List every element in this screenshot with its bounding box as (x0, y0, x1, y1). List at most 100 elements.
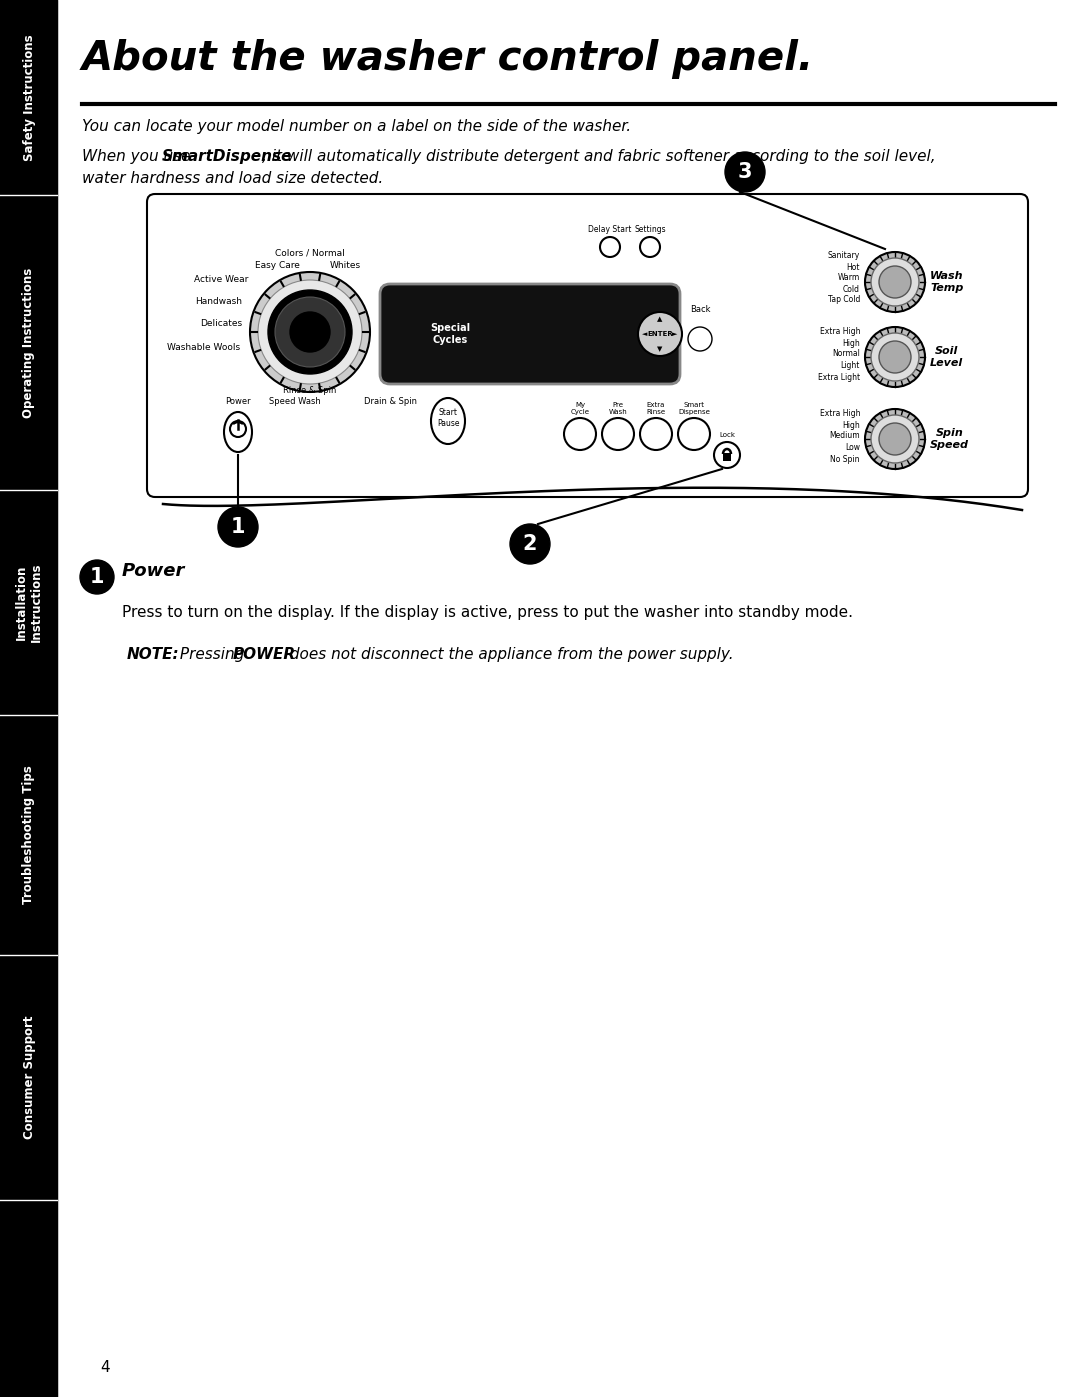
Text: SmartDispense: SmartDispense (162, 149, 293, 163)
Text: Light: Light (840, 360, 860, 369)
Text: Press to turn on the display. If the display is active, press to put the washer : Press to turn on the display. If the dis… (122, 605, 853, 620)
Text: Cold: Cold (843, 285, 860, 293)
Circle shape (870, 332, 919, 381)
Text: High: High (842, 338, 860, 348)
Text: Rinse & Spin: Rinse & Spin (283, 386, 337, 395)
Circle shape (865, 409, 924, 469)
Text: Power: Power (122, 562, 186, 580)
Text: Drain & Spin: Drain & Spin (364, 397, 417, 407)
Text: POWER: POWER (233, 647, 296, 662)
Circle shape (230, 420, 246, 437)
Ellipse shape (224, 412, 252, 453)
Circle shape (879, 423, 912, 455)
Text: Easy Care: Easy Care (255, 261, 300, 271)
Text: Start
Pause: Start Pause (436, 408, 459, 427)
Text: 4: 4 (100, 1361, 110, 1375)
Text: 1: 1 (90, 567, 105, 587)
Text: Pressing: Pressing (175, 647, 249, 662)
Circle shape (80, 560, 114, 594)
Text: Installation
Instructions: Installation Instructions (15, 563, 43, 643)
Text: Operating Instructions: Operating Instructions (23, 267, 36, 418)
Circle shape (879, 265, 912, 298)
Circle shape (865, 251, 924, 312)
Text: Troubleshooting Tips: Troubleshooting Tips (23, 766, 36, 904)
Circle shape (640, 237, 660, 257)
Circle shape (600, 237, 620, 257)
Circle shape (249, 272, 370, 393)
Text: My
Cycle: My Cycle (570, 402, 590, 415)
Text: About the washer control panel.: About the washer control panel. (82, 39, 814, 80)
Text: ENTER: ENTER (647, 331, 673, 337)
Text: ►: ► (673, 331, 677, 337)
Text: Delicates: Delicates (200, 320, 242, 328)
Text: Spin
Speed: Spin Speed (930, 429, 969, 450)
Text: Normal: Normal (832, 349, 860, 359)
Text: Lock: Lock (719, 432, 735, 439)
Circle shape (602, 418, 634, 450)
Text: Wash
Temp: Wash Temp (930, 271, 963, 293)
Text: Smart
Dispense: Smart Dispense (678, 402, 710, 415)
Circle shape (275, 298, 345, 367)
Text: Consumer Support: Consumer Support (23, 1016, 36, 1139)
Text: Hot: Hot (847, 263, 860, 271)
Text: Extra Light: Extra Light (818, 373, 860, 381)
Text: NOTE:: NOTE: (127, 647, 179, 662)
Circle shape (268, 291, 352, 374)
Text: Washable Wools: Washable Wools (167, 342, 240, 352)
Text: ▼: ▼ (658, 346, 663, 352)
Text: High: High (842, 420, 860, 429)
Text: 2: 2 (523, 534, 537, 555)
Text: Whites: Whites (330, 261, 361, 271)
Text: Speed Wash: Speed Wash (269, 397, 321, 407)
Text: , it will automatically distribute detergent and fabric softener according to th: , it will automatically distribute deter… (262, 149, 935, 163)
Text: Extra High: Extra High (820, 327, 860, 335)
Circle shape (564, 418, 596, 450)
Text: Settings: Settings (634, 225, 665, 235)
Text: You can locate your model number on a label on the side of the washer.: You can locate your model number on a la… (82, 119, 631, 134)
Text: Power: Power (226, 397, 251, 407)
Circle shape (510, 524, 550, 564)
Text: Warm: Warm (838, 274, 860, 282)
Text: Special
Cycles: Special Cycles (430, 323, 470, 345)
Text: Soil
Level: Soil Level (930, 346, 963, 367)
Text: ◄: ◄ (643, 331, 648, 337)
Text: Extra High: Extra High (820, 408, 860, 418)
Text: Low: Low (845, 443, 860, 451)
Circle shape (870, 258, 919, 306)
Bar (0, 0, 58, 1397)
Text: Safety Instructions: Safety Instructions (23, 34, 36, 161)
Text: Colors / Normal: Colors / Normal (275, 249, 345, 257)
Text: Back: Back (690, 305, 711, 314)
Circle shape (714, 441, 740, 468)
Text: Pre
Wash: Pre Wash (609, 402, 627, 415)
Circle shape (291, 312, 330, 352)
Text: water hardness and load size detected.: water hardness and load size detected. (82, 170, 383, 186)
Circle shape (258, 279, 362, 384)
Circle shape (638, 312, 681, 356)
Text: Sanitary: Sanitary (827, 251, 860, 260)
Circle shape (678, 418, 710, 450)
Text: Handwash: Handwash (195, 298, 242, 306)
Text: Tap Cold: Tap Cold (827, 296, 860, 305)
Text: Extra
Rinse: Extra Rinse (647, 402, 665, 415)
Text: 1: 1 (231, 517, 245, 536)
Text: When you use: When you use (82, 149, 195, 163)
Text: Medium: Medium (829, 432, 860, 440)
Text: 3: 3 (738, 162, 753, 182)
Text: Delay Start: Delay Start (589, 225, 632, 235)
Bar (723, 453, 731, 461)
FancyBboxPatch shape (380, 284, 680, 384)
Circle shape (865, 327, 924, 387)
Circle shape (640, 418, 672, 450)
Text: No Spin: No Spin (831, 454, 860, 464)
Circle shape (879, 341, 912, 373)
FancyBboxPatch shape (147, 194, 1028, 497)
Circle shape (725, 152, 765, 191)
Circle shape (218, 507, 258, 548)
Ellipse shape (431, 398, 465, 444)
Circle shape (688, 327, 712, 351)
Text: does not disconnect the appliance from the power supply.: does not disconnect the appliance from t… (285, 647, 733, 662)
Text: Active Wear: Active Wear (193, 275, 248, 285)
Circle shape (870, 415, 919, 462)
Text: ▲: ▲ (658, 316, 663, 321)
